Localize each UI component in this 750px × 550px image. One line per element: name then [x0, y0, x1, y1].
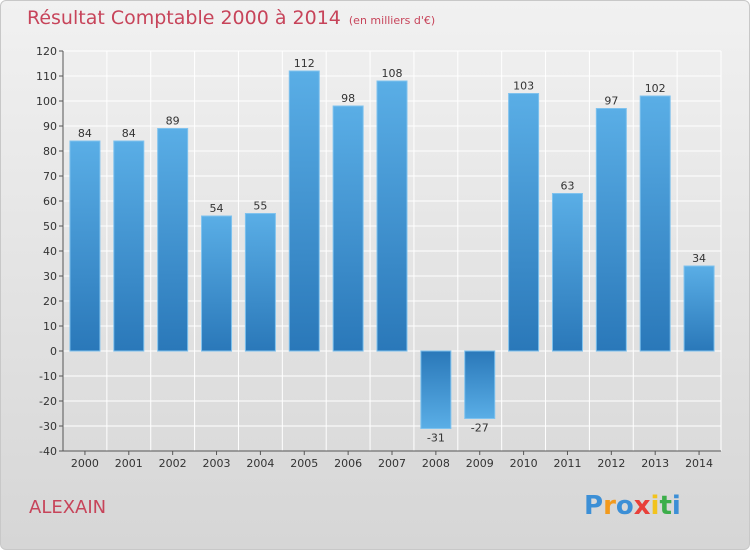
y-tick-label: 60: [43, 195, 57, 208]
y-tick-label: 40: [43, 245, 57, 258]
bar-2008: [420, 350, 452, 429]
x-tick-label-2009: 2009: [466, 457, 494, 470]
y-tick-label: 70: [43, 170, 57, 183]
y-tick-label: -30: [39, 420, 57, 433]
x-tick-label-2012: 2012: [597, 457, 625, 470]
y-tick-label: -10: [39, 370, 57, 383]
y-tick-label: 20: [43, 295, 57, 308]
data-label-2003: 54: [210, 202, 224, 215]
title-row: Résultat Comptable 2000 à 2014 (en millie…: [27, 7, 435, 29]
y-tick-label: 120: [36, 45, 57, 58]
x-tick-label-2002: 2002: [159, 457, 187, 470]
x-tick-label-2010: 2010: [510, 457, 538, 470]
y-tick-label: 110: [36, 70, 57, 83]
x-tick-label-2014: 2014: [685, 457, 713, 470]
data-label-2000: 84: [78, 127, 92, 140]
data-label-2013: 102: [645, 82, 666, 95]
y-tick-label: 10: [43, 320, 57, 333]
logo-letter: o: [615, 491, 634, 521]
data-label-2012: 97: [604, 95, 618, 108]
bar-2000: [69, 140, 101, 352]
data-label-2010: 103: [513, 80, 534, 93]
proxiti-logo: Proxiti: [584, 491, 681, 521]
x-tick-label-2000: 2000: [71, 457, 99, 470]
y-tick-label: 30: [43, 270, 57, 283]
y-tick-label: 50: [43, 220, 57, 233]
bar-2004: [244, 213, 276, 352]
x-tick-label-2013: 2013: [641, 457, 669, 470]
data-label-2014: 34: [692, 252, 706, 265]
data-label-2007: 108: [382, 67, 403, 80]
logo-letter: x: [633, 491, 651, 521]
y-tick-label: 0: [50, 345, 57, 358]
bar-2002: [157, 128, 189, 352]
bar-2001: [113, 140, 145, 352]
data-label-2008: -31: [427, 432, 445, 445]
y-tick-label: -40: [39, 445, 57, 458]
logo-letter: t: [659, 491, 672, 521]
x-tick-label-2003: 2003: [203, 457, 231, 470]
chart-title: Résultat Comptable 2000 à 2014: [27, 7, 341, 29]
data-label-2005: 112: [294, 57, 315, 70]
bars: 84 84 89 54 55 112 98 108 -31 -27 103 63 97 102 34: [69, 57, 715, 445]
bar-2011: [551, 193, 583, 352]
bar-2003: [201, 215, 233, 352]
data-label-2002: 89: [166, 115, 180, 128]
y-tick-label: 100: [36, 95, 57, 108]
x-tick-label-2007: 2007: [378, 457, 406, 470]
logo-letter: i: [650, 491, 660, 521]
bar-2005: [288, 70, 320, 352]
y-tick-label: 80: [43, 145, 57, 158]
bar-2009: [464, 350, 496, 419]
y-tick-label: 90: [43, 120, 57, 133]
x-tick-label-2001: 2001: [115, 457, 143, 470]
axes: 1201101009080706050403020100-10-20-30-40…: [36, 45, 721, 470]
data-label-2004: 55: [253, 200, 267, 213]
chart-subtitle: (en milliers d'€): [348, 14, 436, 27]
bar-2013: [639, 95, 671, 352]
data-label-2006: 98: [341, 92, 355, 105]
data-label-2001: 84: [122, 127, 136, 140]
logo-letter: P: [584, 491, 604, 521]
data-label-2009: -27: [471, 422, 489, 435]
data-label-2011: 63: [560, 180, 574, 193]
logo-letter: r: [603, 491, 616, 521]
bar-2012: [595, 108, 627, 352]
x-tick-label-2011: 2011: [553, 457, 581, 470]
x-tick-label-2004: 2004: [246, 457, 274, 470]
x-tick-label-2008: 2008: [422, 457, 450, 470]
bar-2014: [683, 265, 715, 352]
bar-2010: [508, 93, 540, 352]
logo-letter: i: [671, 491, 681, 521]
bar-2007: [376, 80, 408, 352]
x-tick-label-2006: 2006: [334, 457, 362, 470]
y-tick-label: -20: [39, 395, 57, 408]
x-tick-label-2005: 2005: [290, 457, 318, 470]
commune-name: ALEXAIN: [29, 497, 107, 518]
bar-2006: [332, 105, 364, 352]
